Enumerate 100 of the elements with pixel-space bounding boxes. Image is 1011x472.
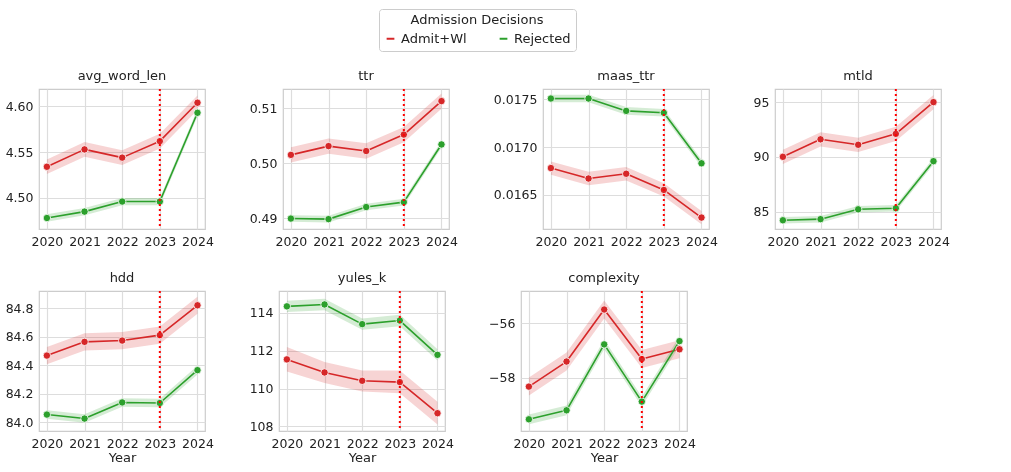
point — [118, 398, 127, 407]
y-tick-label: 0.49 — [249, 210, 278, 226]
x-tick-label: 2023 — [144, 233, 177, 249]
point — [42, 162, 52, 171]
x-tick-label: 2023 — [388, 233, 421, 249]
chart-title: avg_word_len — [77, 68, 167, 83]
x-tick-label: 2024 — [918, 233, 950, 249]
point — [697, 159, 706, 168]
y-tick-label: −56 — [489, 315, 516, 331]
x-tick-label: 2020 — [31, 233, 64, 249]
y-tick-label: 4.55 — [5, 144, 34, 160]
point — [118, 197, 127, 206]
point — [362, 146, 371, 156]
y-tick-label: 85 — [753, 204, 770, 219]
point — [320, 300, 329, 309]
x-tick-label: 2021 — [551, 435, 583, 451]
x-tick-label: 2024 — [686, 233, 718, 249]
y-tick-label: 112 — [249, 343, 274, 359]
point — [562, 357, 571, 366]
x-tick-label: 2024 — [664, 435, 696, 451]
point — [286, 150, 296, 159]
point — [80, 145, 89, 154]
point — [42, 213, 52, 223]
x-tick-label: 2024 — [422, 435, 454, 451]
point — [854, 205, 863, 214]
x-tick-label: 2023 — [144, 435, 177, 451]
point — [929, 157, 938, 166]
y-tick-label: 84.6 — [5, 329, 34, 345]
point — [362, 202, 371, 212]
point — [324, 215, 333, 224]
x-tick-label: 2021 — [573, 233, 605, 249]
y-tick-label: 84.2 — [5, 386, 34, 402]
x-axis-title: Year — [347, 450, 377, 465]
point — [675, 337, 684, 346]
point — [118, 153, 127, 162]
point — [42, 410, 52, 419]
x-tick-label: 2021 — [69, 435, 101, 451]
point — [562, 406, 571, 415]
x-tick-label: 2024 — [182, 435, 214, 451]
point — [622, 106, 631, 116]
point — [600, 340, 609, 349]
point — [929, 98, 938, 107]
point — [433, 409, 442, 418]
chart-title: complexity — [568, 270, 641, 285]
x-tick-label: 2021 — [309, 435, 341, 451]
point — [42, 351, 52, 360]
y-tick-label: 4.50 — [5, 190, 34, 206]
point — [584, 94, 593, 103]
point — [358, 376, 367, 385]
point — [524, 382, 534, 391]
y-tick-label: 4.60 — [5, 98, 34, 114]
point — [524, 415, 534, 424]
x-tick-label: 2020 — [513, 435, 546, 451]
x-tick-label: 2020 — [271, 435, 304, 451]
point — [437, 140, 446, 149]
x-tick-label: 2022 — [842, 233, 875, 249]
chart-title: mtld — [843, 68, 873, 83]
y-tick-label: 0.50 — [249, 155, 278, 171]
x-tick-label: 2020 — [275, 233, 308, 249]
x-tick-label: 2022 — [350, 233, 383, 249]
point — [697, 213, 706, 222]
x-tick-label: 2024 — [426, 233, 458, 249]
x-tick-label: 2022 — [346, 435, 379, 451]
point — [80, 337, 89, 346]
x-tick-label: 2021 — [805, 233, 837, 249]
y-tick-label: 84.0 — [5, 414, 34, 430]
x-axis-title: Year — [107, 450, 137, 465]
x-tick-label: 2023 — [626, 435, 659, 451]
point — [546, 94, 556, 103]
point — [395, 378, 404, 387]
y-tick-label: 84.4 — [5, 357, 34, 373]
chart-title: yules_k — [337, 270, 387, 285]
y-tick-label: 0.51 — [249, 100, 278, 116]
legend-label: Admit+Wl — [401, 30, 467, 46]
y-tick-label: 84.8 — [5, 300, 34, 316]
point — [622, 169, 631, 178]
point — [324, 142, 333, 151]
y-tick-label: 0.0175 — [493, 91, 538, 107]
point — [546, 163, 556, 173]
legend-label: Rejected — [514, 30, 571, 46]
point — [286, 214, 296, 223]
x-tick-label: 2022 — [610, 233, 643, 249]
point — [193, 366, 202, 375]
point — [193, 108, 202, 117]
y-tick-label: 110 — [249, 381, 274, 397]
point — [778, 152, 788, 161]
point — [80, 414, 89, 423]
x-tick-label: 2020 — [535, 233, 568, 249]
point — [659, 185, 668, 195]
point — [816, 215, 825, 224]
point — [282, 302, 292, 311]
x-tick-label: 2024 — [182, 233, 214, 249]
y-tick-label: 0.0170 — [493, 139, 538, 155]
legend-title: Admission Decisions — [410, 12, 544, 27]
point — [778, 216, 788, 225]
y-tick-label: 0.0165 — [493, 187, 538, 203]
point — [282, 355, 292, 364]
point — [437, 96, 446, 106]
x-tick-label: 2022 — [588, 435, 621, 451]
x-tick-label: 2021 — [69, 233, 101, 249]
